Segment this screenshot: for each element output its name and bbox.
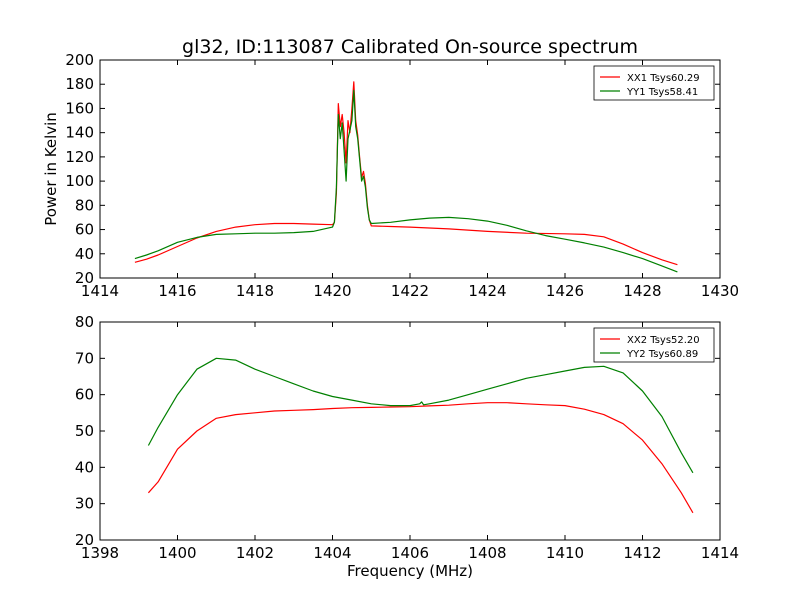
x-tick-label: 1418 — [236, 282, 274, 300]
x-tick-label: 1414 — [701, 544, 739, 562]
x-axis-label: Frequency (MHz) — [347, 562, 473, 580]
x-tick-label: 1406 — [391, 544, 429, 562]
y-tick-label: 160 — [65, 99, 94, 117]
y-tick-label: 40 — [75, 458, 94, 476]
x-tick-label: 1412 — [623, 544, 661, 562]
x-tick-label: 1408 — [468, 544, 506, 562]
y-tick-label: 120 — [65, 148, 94, 166]
x-tick-label: 1424 — [468, 282, 506, 300]
x-tick-label: 1410 — [546, 544, 584, 562]
y-tick-label: 70 — [75, 349, 94, 367]
legend-label: XX1 Tsys60.29 — [627, 73, 700, 84]
y-tick-label: 140 — [65, 124, 94, 142]
x-tick-label: 1416 — [158, 282, 196, 300]
legend-box — [593, 65, 715, 101]
y-tick-label: 180 — [65, 75, 94, 93]
y-tick-label: 100 — [65, 172, 94, 190]
x-tick-label: 1398 — [81, 544, 119, 562]
x-tick-label: 1404 — [313, 544, 351, 562]
legend-label: YY2 Tsys60.89 — [626, 349, 698, 360]
x-tick-label: 1426 — [546, 282, 584, 300]
y-tick-label: 50 — [75, 422, 94, 440]
series-line-xx — [134, 81, 678, 266]
y-tick-label: 80 — [75, 196, 94, 214]
x-tick-label: 1400 — [158, 544, 196, 562]
y-tick-label: 20 — [75, 269, 94, 287]
series-line-xx — [147, 402, 694, 514]
series-line-yy — [147, 357, 694, 474]
legend-box — [593, 327, 715, 363]
series-line-yy — [134, 89, 678, 273]
y-tick-label: 60 — [75, 221, 94, 239]
x-tick-label: 1422 — [391, 282, 429, 300]
x-tick-label: 1428 — [623, 282, 661, 300]
bottom-plot-panel: 1398 1400 1402 1404 1406 1408 1410 1412 1414 20 30… — [75, 313, 739, 580]
y-axis-label: Power in Kelvin — [42, 112, 60, 226]
y-tick-label: 80 — [75, 313, 94, 331]
y-tick-label: 60 — [75, 386, 94, 404]
x-tick-label: 1414 — [81, 282, 119, 300]
x-tick-label: 1430 — [701, 282, 739, 300]
top-plot-panel: 1414 1416 1418 1420 1422 1424 1426 1428 1430 20 40… — [42, 51, 739, 300]
x-tick-label: 1420 — [313, 282, 351, 300]
y-tick-label: 40 — [75, 245, 94, 263]
y-tick-label: 200 — [65, 51, 94, 69]
figure-title: gl32, ID:113087 Calibrated On-source spe… — [182, 36, 638, 58]
y-tick-label: 20 — [75, 531, 94, 549]
x-tick-label: 1402 — [236, 544, 274, 562]
legend-label: YY1 Tsys58.41 — [626, 87, 698, 98]
y-tick-label: 30 — [75, 495, 94, 513]
legend-label: XX2 Tsys52.20 — [627, 335, 700, 346]
